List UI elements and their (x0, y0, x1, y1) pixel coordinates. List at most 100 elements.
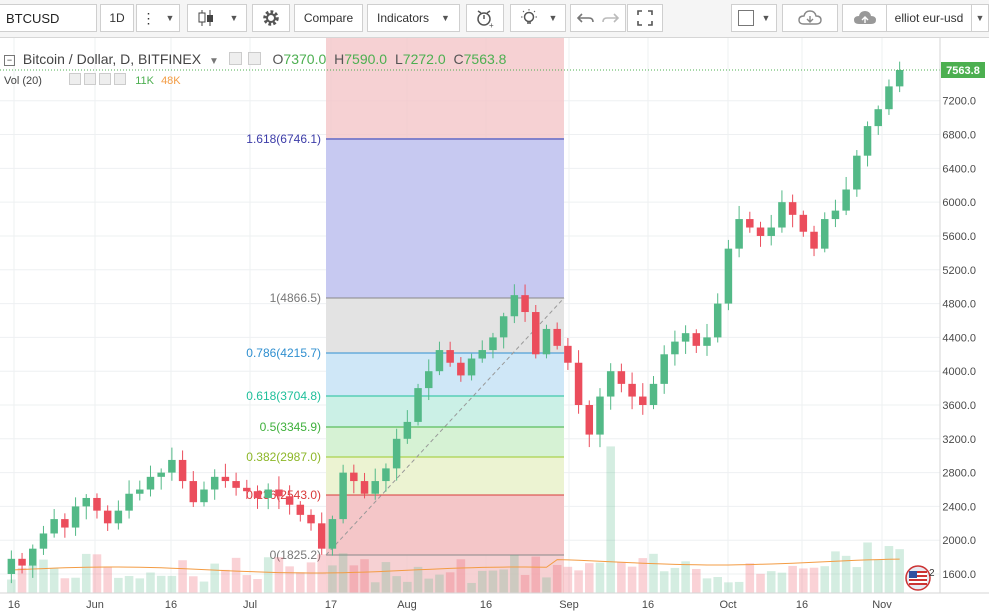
volume-bar (766, 571, 776, 593)
time-axis[interactable]: 16 Jun 16 Jul 17 Aug 16 Sep 16 Oct 16 Nov (8, 599, 892, 611)
volume-bar (702, 578, 712, 593)
volume-bar (638, 558, 648, 593)
redo-icon[interactable] (600, 10, 620, 26)
price-tick-label: 2800.0 (942, 468, 976, 480)
candle-body (692, 333, 701, 346)
time-tick-label: Aug (397, 599, 417, 611)
legend-collapse-icon[interactable]: − (4, 55, 15, 66)
price-tick-label: 4400.0 (942, 332, 976, 344)
time-axis-bg (0, 593, 989, 615)
load-chart-button[interactable] (782, 4, 838, 32)
undo-icon[interactable] (576, 10, 596, 26)
volume-bar (296, 572, 305, 593)
volume-bar (884, 546, 894, 593)
candle-body (671, 341, 679, 355)
volume-bar (392, 576, 401, 593)
layout-name-button[interactable]: elliot eur-usd (886, 4, 972, 32)
fib-label-0786: 0.786(4215.7) (246, 346, 321, 360)
volume-bar (178, 560, 187, 593)
indicators-button[interactable]: Indicators ▼ (367, 4, 460, 32)
volume-bar (60, 578, 70, 593)
gear-icon[interactable] (247, 52, 261, 65)
ideas-button[interactable]: ▼ (510, 4, 566, 32)
volume-label[interactable]: Vol (20) (4, 75, 42, 87)
eye-icon[interactable] (68, 73, 81, 85)
interval-label: 1D (109, 11, 125, 25)
candle-body (200, 489, 208, 503)
indicators-label: Indicators (377, 11, 430, 25)
volume-bar (360, 559, 369, 593)
symbol-legend: − Bitcoin / Dollar, D, BITFINEX ▼ O7370.… (4, 51, 506, 67)
legend-title[interactable]: Bitcoin / Dollar, D, BITFINEX (22, 51, 202, 67)
candle-body (29, 548, 37, 566)
chart-style-button[interactable]: ▼ (187, 4, 247, 32)
candle-body (681, 333, 690, 342)
fib-label-1: 1(4866.5) (270, 291, 321, 305)
settings-button[interactable] (252, 4, 290, 32)
legend-menu-icon[interactable]: ▼ (208, 56, 219, 67)
candle-body (617, 371, 626, 384)
candle-body (7, 558, 16, 575)
candle-body (639, 396, 647, 406)
chevron-down-icon: ▼ (229, 13, 239, 23)
volume-bar (306, 562, 316, 593)
cloud-download-icon (798, 10, 822, 25)
candle-body (168, 459, 176, 473)
volume-bar (253, 579, 262, 593)
eye-icon[interactable] (228, 52, 242, 65)
candle-body (649, 383, 658, 406)
volume-bar (28, 565, 38, 593)
price-axis[interactable]: 1600.0 2000.0 2400.0 2800.0 3200.0 3600.0 4000… (942, 96, 976, 581)
fullscreen-button[interactable] (627, 4, 663, 32)
fibonacci-retracement[interactable]: 1.618(6746.1) 1(4866.5) 0.786(4215.7) 0.… (246, 38, 565, 615)
interval-button[interactable]: 1D (100, 4, 134, 32)
flag-icon[interactable]: 2 (905, 565, 935, 591)
candle-body (767, 227, 775, 236)
chevron-down-icon: ▼ (761, 13, 771, 23)
chart-canvas[interactable]: 1.618(6746.1) 1(4866.5) 0.786(4215.7) 0.… (0, 38, 989, 615)
symbol-search-input[interactable]: BTCUSD (0, 4, 97, 32)
fib-label-0: 0(1825.2) (270, 548, 321, 562)
volume-bar (456, 559, 466, 593)
compare-button[interactable]: Compare (294, 4, 363, 32)
candle-body (820, 219, 829, 249)
price-tick-label: 4000.0 (942, 366, 976, 378)
volume-bar (799, 568, 808, 593)
volume-bar (831, 551, 840, 593)
volume-bar (467, 582, 476, 593)
candle-body (275, 489, 283, 497)
candle-body (510, 295, 519, 317)
save-chart-button[interactable] (842, 4, 886, 32)
price-tick-label: 4800.0 (942, 299, 976, 311)
candle-body (371, 481, 379, 494)
time-tick-label: Sep (559, 599, 579, 611)
price-tick-label: 6000.0 (942, 197, 976, 209)
time-tick-label: Oct (719, 599, 736, 611)
close-value: 7563.8 (463, 51, 507, 67)
candle-body (788, 202, 797, 215)
interval-menu-button[interactable]: ⋮ ▼ (136, 4, 180, 32)
candle-body (328, 519, 337, 549)
low-label: L (394, 51, 403, 67)
chart-area[interactable]: 1.618(6746.1) 1(4866.5) 0.786(4215.7) 0.… (0, 38, 989, 615)
alert-button[interactable]: + (466, 4, 504, 32)
candle-body (831, 210, 840, 220)
plus-icon[interactable] (99, 73, 112, 85)
candle-body (93, 497, 101, 511)
time-tick-label: 16 (165, 599, 177, 611)
time-tick-label: 16 (480, 599, 492, 611)
volume-bar (863, 542, 872, 593)
layout-menu-button[interactable]: ▼ (972, 4, 989, 32)
chart-properties-button[interactable]: ▼ (731, 4, 777, 32)
candle-body (61, 519, 69, 528)
fib-zone-0786-0618 (326, 353, 564, 396)
candle-body (521, 295, 529, 313)
gear-icon[interactable] (84, 73, 97, 85)
time-tick-label: Jul (243, 599, 257, 611)
candle-body (703, 337, 711, 346)
close-icon[interactable] (114, 73, 127, 85)
candle-body (18, 558, 26, 566)
candle-body (392, 438, 401, 469)
compare-label: Compare (303, 11, 354, 25)
candle-body (574, 362, 583, 406)
